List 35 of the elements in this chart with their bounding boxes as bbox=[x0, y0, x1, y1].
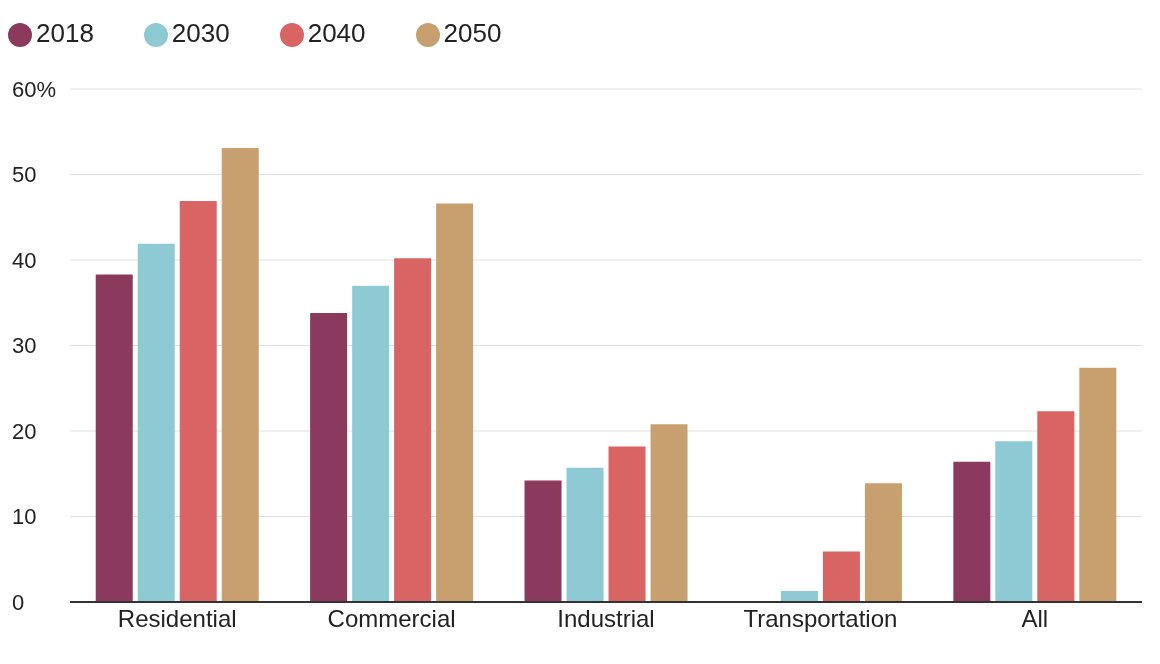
y-tick-label: 0 bbox=[12, 589, 25, 615]
y-tick-label: 10 bbox=[12, 504, 37, 530]
bar bbox=[95, 274, 133, 602]
y-tick-label: 30 bbox=[12, 333, 37, 359]
x-tick-label: All bbox=[1021, 605, 1049, 633]
y-tick-label: 50 bbox=[12, 162, 37, 188]
x-tick-label: Industrial bbox=[557, 605, 655, 633]
bar bbox=[822, 551, 860, 602]
bar bbox=[352, 285, 390, 602]
bar bbox=[179, 201, 217, 602]
bar bbox=[1037, 411, 1075, 602]
legend-label: 2030 bbox=[171, 18, 230, 48]
bar bbox=[780, 590, 818, 602]
x-tick-label: Residential bbox=[117, 605, 237, 633]
bar bbox=[995, 441, 1033, 602]
legend-label: 2040 bbox=[307, 18, 366, 48]
bar bbox=[608, 446, 646, 602]
bar bbox=[1079, 367, 1117, 602]
bar bbox=[394, 258, 432, 602]
bar bbox=[650, 424, 688, 602]
bar bbox=[436, 203, 474, 602]
bar bbox=[310, 313, 348, 602]
x-tick-label: Commercial bbox=[327, 605, 456, 633]
bar bbox=[864, 483, 902, 602]
y-tick-label: 40 bbox=[12, 247, 37, 273]
x-tick-label: Transportation bbox=[743, 605, 898, 633]
y-tick-label: 20 bbox=[12, 418, 37, 444]
bar bbox=[221, 148, 259, 602]
legend-label: 2050 bbox=[443, 18, 502, 48]
legend-label: 2018 bbox=[36, 18, 94, 48]
bar bbox=[137, 243, 175, 602]
bar bbox=[953, 461, 991, 602]
y-tick-label: 60% bbox=[12, 76, 57, 102]
bar bbox=[524, 480, 562, 602]
bar bbox=[566, 467, 604, 602]
